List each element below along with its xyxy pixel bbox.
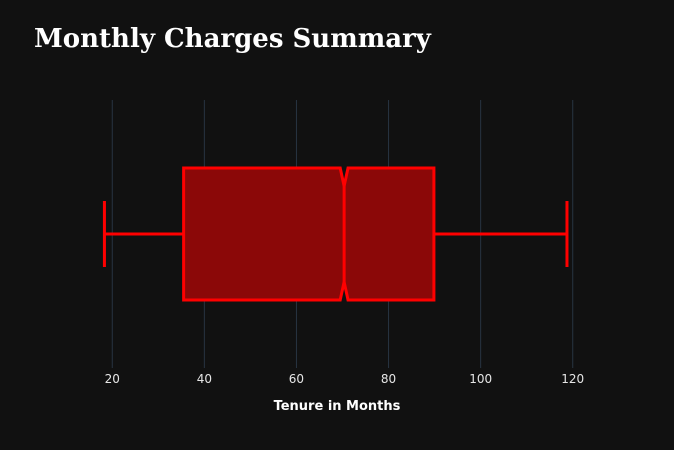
x-tick-label-100: 100 <box>469 372 492 386</box>
x-tick-label-40: 40 <box>197 372 212 386</box>
x-tick-label-60: 60 <box>289 372 304 386</box>
x-tick-label-20: 20 <box>105 372 120 386</box>
chart-title: Monthly Charges Summary <box>34 24 431 54</box>
box-plot[interactable] <box>102 166 569 302</box>
x-tick-label-120: 120 <box>561 372 584 386</box>
interquartile-box <box>182 166 436 302</box>
x-tick-label-80: 80 <box>381 372 396 386</box>
x-axis-title: Tenure in Months <box>274 399 401 414</box>
x-tick-labels: 20 40 60 80 100 120 <box>105 372 585 386</box>
